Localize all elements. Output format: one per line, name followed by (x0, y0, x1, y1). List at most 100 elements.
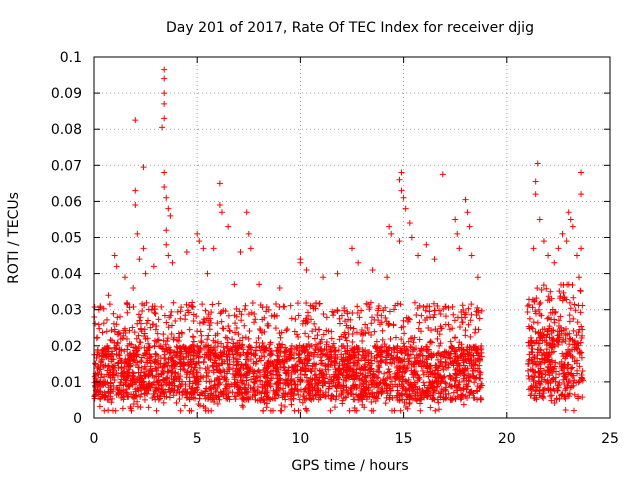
data-point (569, 372, 576, 379)
data-point (382, 400, 389, 407)
data-point (428, 339, 435, 346)
data-point (335, 367, 342, 374)
data-point (406, 355, 413, 362)
data-point (564, 365, 571, 372)
data-point (291, 366, 298, 373)
data-point (368, 332, 375, 339)
data-point (413, 312, 420, 319)
data-point (121, 348, 128, 355)
data-point (532, 381, 539, 388)
data-point (198, 339, 205, 346)
data-point (205, 332, 212, 339)
data-point (132, 117, 139, 124)
data-point (105, 292, 112, 299)
data-point (251, 387, 258, 394)
data-point (97, 303, 104, 310)
x-tick-label: 20 (498, 431, 516, 447)
data-point (442, 386, 449, 393)
data-point (439, 363, 446, 370)
data-point (428, 354, 435, 361)
data-point (242, 390, 249, 397)
data-point (217, 310, 224, 317)
data-point (569, 364, 576, 371)
data-point (97, 374, 104, 381)
data-point (341, 329, 348, 336)
data-point (255, 383, 262, 390)
data-point (117, 313, 124, 320)
data-point (216, 202, 223, 209)
data-point (464, 209, 471, 216)
data-point (449, 344, 456, 351)
data-point (473, 387, 480, 394)
data-point (205, 317, 212, 324)
data-point (389, 407, 396, 414)
data-point (130, 285, 137, 292)
data-point (578, 323, 585, 330)
data-point (152, 358, 159, 365)
data-point (300, 388, 307, 395)
data-point (161, 115, 168, 122)
data-point (222, 308, 229, 315)
data-point (170, 299, 177, 306)
data-point (260, 397, 267, 404)
data-point (153, 407, 160, 414)
data-point (532, 191, 539, 198)
data-point (180, 355, 187, 362)
data-point (401, 330, 408, 337)
data-point (561, 380, 568, 387)
data-point (426, 303, 433, 310)
data-point (238, 377, 245, 384)
data-point (94, 334, 101, 341)
data-point (158, 371, 165, 378)
data-point (185, 302, 192, 309)
data-point (236, 371, 243, 378)
data-point (524, 302, 531, 309)
data-point (312, 371, 319, 378)
data-point (390, 355, 397, 362)
data-point (294, 386, 301, 393)
data-point (424, 369, 431, 376)
data-point (371, 394, 378, 401)
data-point (228, 346, 235, 353)
data-point (277, 349, 284, 356)
data-point (436, 307, 443, 314)
data-point (357, 366, 364, 373)
data-point (398, 324, 405, 331)
data-point (399, 378, 406, 385)
data-point (575, 395, 582, 402)
data-point (271, 313, 278, 320)
data-point (296, 351, 303, 358)
data-point (572, 307, 579, 314)
data-point (401, 369, 408, 376)
data-point (295, 407, 302, 414)
data-point (543, 342, 550, 349)
data-point (378, 349, 385, 356)
data-point (456, 362, 463, 369)
data-point (373, 338, 380, 345)
data-point (189, 333, 196, 340)
data-point (122, 377, 129, 384)
data-point (151, 306, 158, 313)
data-point (280, 303, 287, 310)
data-point (566, 378, 573, 385)
data-point (158, 382, 165, 389)
data-point (411, 379, 418, 386)
data-point (355, 357, 362, 364)
data-point (125, 382, 132, 389)
data-point (175, 330, 182, 337)
data-point (127, 363, 134, 370)
data-point (447, 355, 454, 362)
data-point (412, 358, 419, 365)
data-point (558, 339, 565, 346)
data-point (126, 355, 133, 362)
data-point (277, 407, 284, 414)
data-point (168, 331, 175, 338)
data-point (430, 384, 437, 391)
data-point (384, 375, 391, 382)
data-point (153, 373, 160, 380)
data-point (124, 342, 131, 349)
data-point (540, 390, 547, 397)
data-point (212, 354, 219, 361)
data-point (254, 387, 261, 394)
data-point (107, 336, 114, 343)
